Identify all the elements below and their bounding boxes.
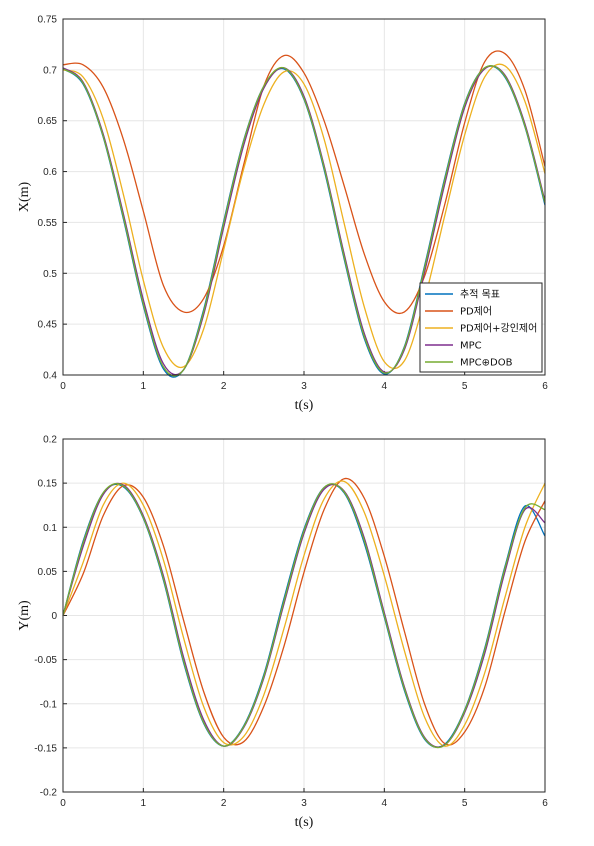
y-tick-label: 0.5 [43, 269, 57, 280]
y-tick-label: -0.1 [40, 699, 58, 710]
y-tick-label: -0.2 [40, 788, 58, 799]
x-tick-label: 2 [221, 798, 227, 809]
x-tick-label: 1 [141, 381, 147, 392]
x-tick-label: 4 [382, 798, 388, 809]
x-tick-label: 4 [382, 381, 388, 392]
x-tick-label: 6 [542, 798, 548, 809]
series-group [62, 50, 546, 378]
y-tick-label: 0.45 [38, 320, 58, 331]
series-line-4 [62, 483, 546, 749]
y-tick-label: 0.15 [38, 479, 58, 490]
y-tick-label: 0.05 [38, 567, 58, 578]
chart-y-position: 0 1 2 3 4 5 6 -0.2 -0.15 -0.1 -0.05 0 0.05 0.1 0.15 0.2… [17, 435, 548, 831]
y-axis-title: Y(m) [17, 600, 32, 631]
y-tick-label: 0.6 [43, 167, 57, 178]
y-tick-label: -0.05 [34, 655, 57, 666]
series-line-3 [62, 482, 546, 748]
x-tick-label: 3 [301, 798, 307, 809]
y-tick-label: 0.2 [43, 435, 57, 446]
y-tick-label: 0.55 [38, 218, 58, 229]
series-line-1 [62, 50, 546, 315]
y-tick-label: 0.65 [38, 116, 58, 127]
x-axis-title: t(s) [295, 815, 314, 830]
y-tick-label: 0.7 [43, 65, 57, 76]
y-tick-label: 0.75 [38, 15, 58, 26]
x-tick-label: 1 [141, 798, 147, 809]
legend-label: MPC [460, 341, 482, 352]
x-tick-label: 5 [462, 798, 468, 809]
x-tick-label: 6 [542, 381, 548, 392]
x-tick-label: 5 [462, 381, 468, 392]
y-tick-label: -0.15 [34, 743, 57, 754]
x-axis-title: t(s) [295, 398, 314, 413]
series-line-2 [62, 480, 546, 747]
y-tick-label: 0.1 [43, 523, 57, 534]
series-line-4 [62, 65, 546, 377]
legend: 추적 목표 PD제어 PD제어+강인제어 MPC MPC⊕DOB [419, 282, 543, 373]
series-line-3 [62, 65, 546, 376]
series-line-2 [62, 63, 546, 370]
x-tick-label: 2 [221, 381, 227, 392]
y-axis-title: X(m) [17, 182, 32, 213]
series-line-1 [62, 477, 546, 746]
legend-label: PD제어+강인제어 [460, 323, 537, 335]
y-tick-label: 0 [51, 611, 57, 622]
legend-label: PD제어 [460, 306, 492, 318]
y-tick-label: 0.4 [43, 371, 57, 382]
axes-frame [62, 18, 546, 376]
x-tick-label: 0 [60, 381, 66, 392]
chart-x-position: 0 1 2 3 4 5 6 0.4 0.45 0.5 0.55 0.6 0.65 0.7 0.75 t(s) X… [17, 15, 548, 414]
series-group [62, 477, 546, 749]
x-tick-label: 0 [60, 798, 66, 809]
x-tick-label: 3 [301, 381, 307, 392]
axes-frame [62, 438, 546, 793]
legend-label: 추적 목표 [460, 289, 500, 301]
legend-label: MPC⊕DOB [460, 358, 513, 369]
